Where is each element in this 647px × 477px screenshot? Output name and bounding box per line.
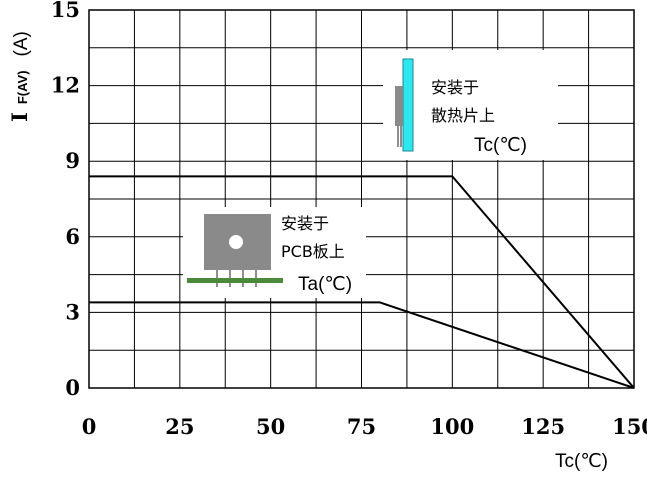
svg-text:I F(AV) (A): I F(AV) (A) [7,31,32,122]
x-tick-label: 100 [430,414,474,439]
series-line-1 [89,175,635,389]
pcb-temp-label: Ta(℃) [298,274,352,295]
x-tick-label: 75 [347,414,376,439]
series-layer [89,175,635,389]
series-line-2 [89,301,635,389]
y-tick-label: 3 [65,299,80,324]
x-tick-label: 50 [256,414,285,439]
heatsink-label-line2: 散热片上 [431,106,495,125]
y-tick-label: 6 [65,224,80,249]
y-axis-label-unit: (A) [11,31,32,56]
pcb-inset: 安装于 PCB板上 Ta(℃) [183,207,366,298]
plot-frame [88,9,635,389]
y-tick-labels: 0 3 6 9 12 15 [51,0,80,400]
heatsink-inset: 安装于 散热片上 Tc(℃) [383,50,558,160]
y-tick-label: 12 [51,73,80,98]
plot-frame-rect [88,9,635,389]
x-tick-labels: 0 25 50 75 100 125 150 [82,414,647,439]
y-tick-label: 15 [51,0,80,22]
y-tick-label: 9 [65,148,80,173]
x-axis-label: Tc(℃) [555,451,608,472]
y-axis-label-main: I [7,112,32,122]
heatsink-temp-label: Tc(℃) [474,135,527,156]
device-mounting-hole-icon [229,235,243,249]
pcb-label-line2: PCB板上 [281,242,345,261]
x-tick-label: 0 [82,414,97,439]
device-side-icon [395,86,403,126]
heatsink-label-line1: 安装于 [431,78,479,97]
x-tick-label: 125 [521,414,565,439]
y-axis-label: I F(AV) (A) [7,31,32,122]
x-tick-label: 150 [612,414,647,439]
y-axis-label-subscript: F(AV) [15,70,30,104]
heatsink-icon [402,58,414,152]
pcb-label-line1: 安装于 [281,214,329,233]
x-tick-label: 25 [165,414,194,439]
y-tick-label: 0 [65,375,80,400]
pcb-board-icon [187,278,283,283]
